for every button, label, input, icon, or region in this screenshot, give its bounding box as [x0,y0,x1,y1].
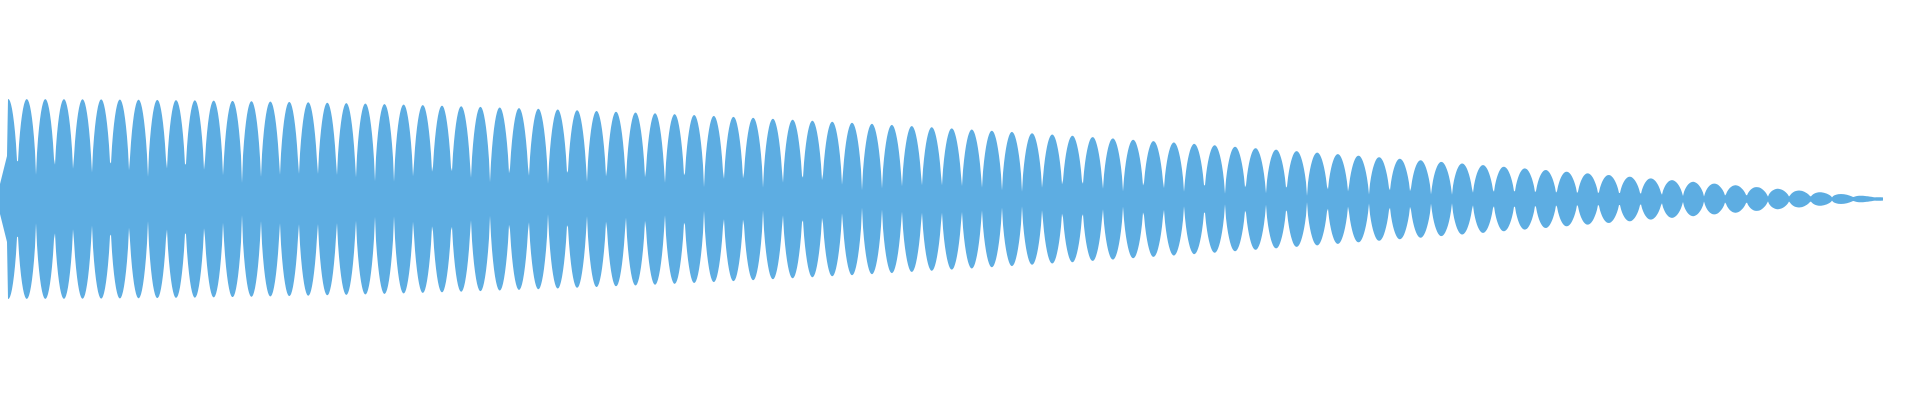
waveform-shape [0,99,1883,299]
